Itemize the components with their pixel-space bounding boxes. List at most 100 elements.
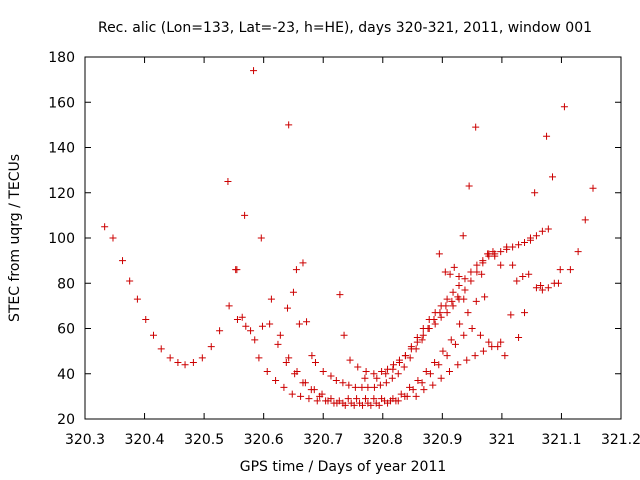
data-point (431, 320, 439, 328)
data-point (322, 397, 330, 405)
data-point (435, 250, 443, 258)
data-point (484, 250, 492, 258)
data-point (454, 361, 462, 369)
data-point (489, 248, 497, 256)
data-point (280, 383, 288, 391)
data-point (370, 383, 378, 391)
data-point (431, 358, 439, 366)
data-point (356, 399, 364, 407)
data-point (276, 331, 284, 339)
data-point (250, 67, 258, 75)
data-point (550, 279, 558, 287)
data-point (419, 325, 427, 332)
y-tick-label: 80 (57, 276, 75, 292)
data-point (308, 352, 316, 360)
y-tick-label: 20 (57, 412, 75, 428)
data-point (241, 211, 249, 219)
data-point (225, 302, 233, 310)
data-point (181, 361, 189, 369)
data-point (445, 367, 453, 375)
data-point (289, 288, 297, 296)
data-point (461, 275, 469, 283)
data-point (532, 284, 540, 292)
data-point (274, 340, 282, 348)
y-tick-label: 160 (48, 95, 75, 111)
data-point (455, 295, 463, 303)
data-point (450, 263, 458, 271)
data-point (463, 356, 471, 364)
data-point (327, 372, 335, 380)
x-tick-label: 321 (489, 432, 516, 448)
data-point (370, 395, 378, 403)
data-point (247, 327, 255, 335)
data-point (307, 386, 315, 394)
x-tick-label: 321.1 (541, 432, 581, 448)
data-point (346, 356, 354, 364)
data-point (443, 352, 451, 360)
data-point (406, 354, 414, 362)
data-point (515, 241, 523, 249)
data-point (119, 257, 127, 265)
x-tick-label: 320.5 (184, 432, 224, 448)
data-point (351, 383, 359, 391)
data-point (345, 381, 353, 389)
data-point (313, 397, 321, 405)
data-point (439, 347, 447, 355)
data-point (292, 266, 300, 274)
data-point (283, 304, 291, 312)
x-tick-label: 320.7 (303, 432, 343, 448)
x-tick-label: 320.8 (363, 432, 403, 448)
data-point (437, 374, 445, 382)
data-point (468, 325, 476, 332)
data-point (503, 243, 511, 251)
data-point (109, 234, 117, 242)
x-tick-label: 320.4 (125, 432, 165, 448)
data-point (272, 377, 280, 385)
data-point (476, 331, 484, 339)
data-point (507, 311, 515, 319)
data-point (478, 270, 486, 278)
data-point (443, 295, 451, 303)
data-point (319, 367, 327, 375)
data-point (426, 370, 434, 378)
data-point (303, 318, 311, 326)
data-point (409, 386, 417, 394)
chart-title: Rec. alic (Lon=133, Lat=-23, h=HE), days… (98, 20, 592, 36)
x-axis-label: GPS time / Days of year 2011 (240, 459, 447, 475)
data-point (242, 322, 250, 330)
data-point (473, 268, 481, 276)
data-point (198, 354, 206, 362)
data-point (481, 293, 489, 301)
data-point (446, 270, 454, 278)
data-point (288, 390, 296, 398)
data-point (389, 361, 397, 369)
data-point (566, 266, 574, 274)
plot-border (84, 56, 622, 420)
data-point (207, 343, 215, 351)
data-point (437, 302, 445, 310)
data-point (285, 354, 293, 362)
data-point (449, 288, 457, 296)
data-point (282, 358, 290, 366)
data-point (459, 232, 467, 240)
data-point (525, 270, 533, 278)
data-point (347, 399, 355, 407)
data-point (291, 370, 299, 378)
data-point (419, 331, 427, 339)
data-point (589, 184, 597, 192)
data-point (456, 320, 464, 328)
data-point (339, 379, 347, 387)
x-tick-label: 320.9 (422, 432, 462, 448)
data-point (257, 234, 265, 242)
data-point (266, 320, 274, 328)
data-point (361, 374, 369, 382)
data-point (353, 395, 361, 403)
data-point (133, 295, 141, 303)
data-point (544, 284, 552, 292)
data-point (556, 266, 564, 274)
x-tick-label: 320.6 (244, 432, 284, 448)
data-point (344, 395, 352, 403)
data-point (448, 297, 456, 305)
data-points (101, 67, 597, 409)
